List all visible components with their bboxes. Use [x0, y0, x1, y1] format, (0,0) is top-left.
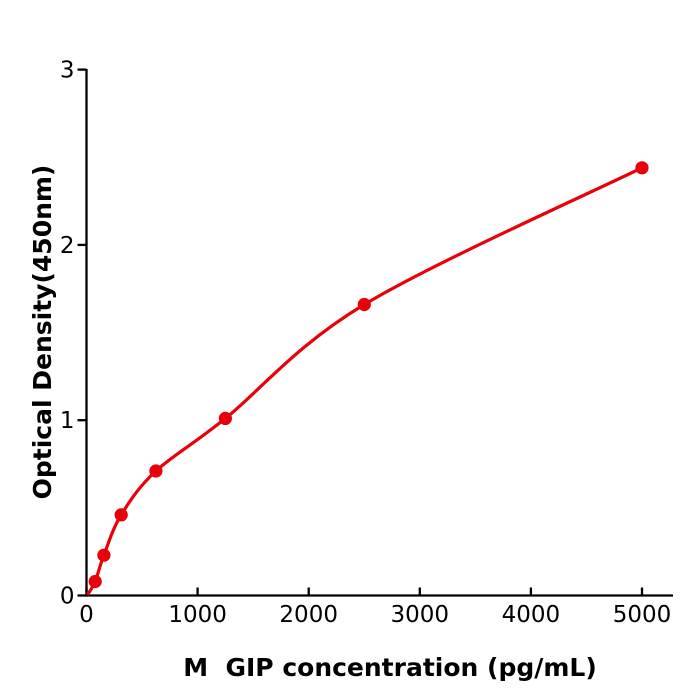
fitted-curve [86, 166, 644, 596]
data-point [88, 574, 102, 589]
data-point [635, 161, 649, 175]
x-tick-label: 1000 [168, 602, 227, 628]
data-point [114, 508, 128, 522]
x-tick-label: 5000 [613, 602, 672, 628]
x-axis-title: M GIP concentration (pg/mL) [183, 653, 597, 682]
x-tick-label: 3000 [391, 602, 450, 628]
y-tick-label: 2 [60, 233, 75, 259]
axes-spines [85, 69, 673, 597]
data-point [149, 464, 163, 478]
y-tick-label: 3 [60, 58, 75, 84]
data-point [97, 548, 111, 562]
y-axis-title: Optical Density(450nm) [28, 164, 57, 500]
x-tick-label: 4000 [502, 602, 561, 628]
data-point [357, 297, 371, 312]
y-axis-ticks: 0 1 2 3 [60, 58, 87, 610]
y-tick-label: 1 [60, 408, 75, 434]
x-tick-label: 2000 [279, 602, 338, 628]
y-tick-label: 0 [60, 584, 75, 610]
x-tick-label: 0 [79, 602, 94, 628]
data-point [218, 411, 232, 425]
series-layer [86, 161, 649, 596]
x-axis-ticks: 0 1000 2000 3000 4000 5000 [79, 587, 672, 628]
